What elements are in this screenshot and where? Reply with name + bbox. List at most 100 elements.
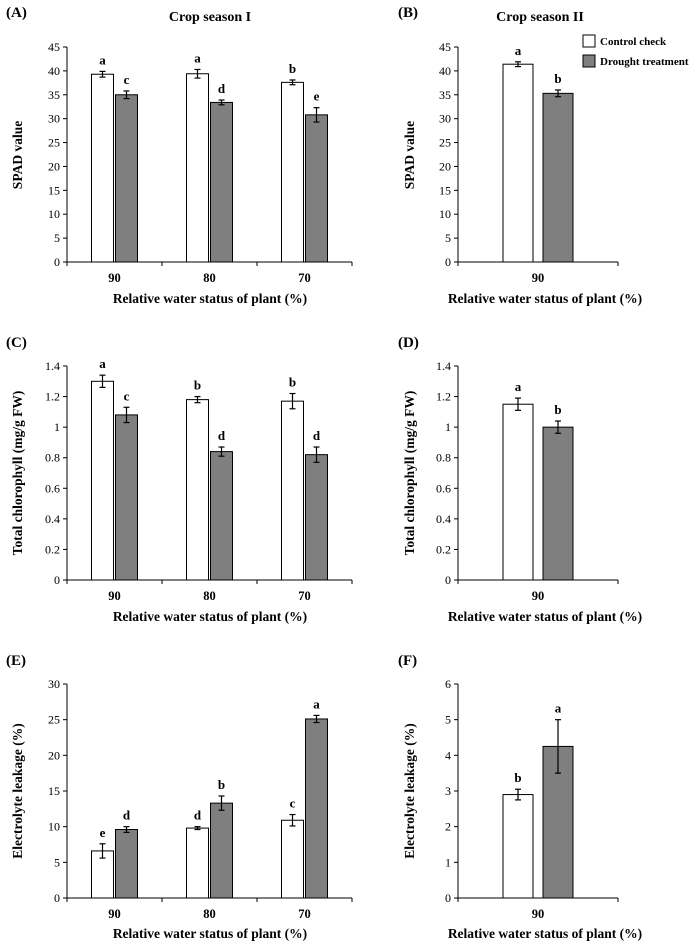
significance-letter: d xyxy=(218,81,226,96)
y-tick-label: 30 xyxy=(439,112,451,126)
x-category-label: 90 xyxy=(532,907,545,921)
x-category-label: 90 xyxy=(532,271,545,285)
legend-label-drought: Drought treatment xyxy=(600,56,689,68)
significance-letter: a xyxy=(555,701,562,716)
y-tick-label: 30 xyxy=(48,112,60,126)
y-tick-label: 35 xyxy=(48,88,60,102)
bar-control xyxy=(91,73,114,263)
panel-c: (C) 0 0.2 0.4 0.6 0.8 1 1.2 1.4 90 a c 80 b d 70 b d Relat… xyxy=(6,335,353,624)
significance-letter: d xyxy=(313,428,321,443)
y-tick-label: 1.2 xyxy=(45,390,60,404)
bar-drought xyxy=(115,94,138,263)
significance-letter: c xyxy=(290,796,296,811)
y-tick-label: 0.6 xyxy=(436,481,451,495)
significance-letter: b xyxy=(554,402,561,417)
bar-control xyxy=(186,399,209,581)
x-axis-title: Relative water status of plant (%) xyxy=(113,926,307,941)
y-tick-label: 10 xyxy=(48,207,60,221)
y-tick-label: 0 xyxy=(445,255,451,269)
x-axis-title: Relative water status of plant (%) xyxy=(448,291,642,306)
bar-drought xyxy=(305,114,328,263)
x-axis-title: Relative water status of plant (%) xyxy=(448,926,642,941)
y-tick-label: 0.4 xyxy=(45,512,60,526)
bar-control xyxy=(91,380,114,581)
bar-drought xyxy=(115,414,138,581)
x-category-label: 90 xyxy=(108,907,121,921)
significance-letter: a xyxy=(515,379,522,394)
x-category-label: 80 xyxy=(203,271,216,285)
x-category-label: 90 xyxy=(108,271,121,285)
y-tick-label: 0.2 xyxy=(436,542,451,556)
bar-control xyxy=(502,403,534,581)
bar-drought xyxy=(542,92,574,263)
bar-control xyxy=(186,73,209,263)
panel-label: (A) xyxy=(6,5,27,21)
chart-title: Crop season II xyxy=(496,10,584,25)
legend-label-control: Control check xyxy=(600,36,667,48)
y-axis-title: Electrolyte leakage (%) xyxy=(10,723,25,858)
y-tick-label: 5 xyxy=(54,231,60,245)
y-tick-label: 15 xyxy=(48,183,60,197)
bar-control xyxy=(502,794,534,899)
bar-drought xyxy=(210,802,233,899)
y-tick-label: 0 xyxy=(445,573,451,587)
significance-letter: e xyxy=(314,89,320,104)
y-axis-title: SPAD value xyxy=(402,121,417,189)
panel-a: (A) Crop season I 0 5 10 15 20 25 30 35 40 45 90 a c 80… xyxy=(6,5,353,306)
y-tick-label: 0 xyxy=(445,891,451,905)
significance-letter: b xyxy=(289,375,296,390)
y-tick-label: 5 xyxy=(54,855,60,869)
significance-letter: a xyxy=(99,356,106,371)
y-tick-label: 45 xyxy=(48,40,60,54)
bar-drought xyxy=(542,426,574,581)
significance-letter: a xyxy=(313,696,320,711)
y-tick-label: 4 xyxy=(445,748,451,762)
panel-label: (D) xyxy=(398,335,419,351)
significance-letter: b xyxy=(218,777,225,792)
legend-swatch-drought xyxy=(582,54,596,68)
y-axis-title: Total chlorophyll (mg/g FW) xyxy=(402,391,417,556)
panels: (A) Crop season I05101520253035404590ac80… xyxy=(6,5,642,941)
y-tick-label: 1 xyxy=(54,420,60,434)
significance-letter: a xyxy=(194,50,201,65)
y-tick-label: 15 xyxy=(439,183,451,197)
y-tick-label: 45 xyxy=(439,40,451,54)
y-tick-label: 10 xyxy=(48,820,60,834)
significance-letter: b xyxy=(194,378,201,393)
y-axis-title: SPAD value xyxy=(10,121,25,189)
significance-letter: b xyxy=(554,71,561,86)
x-category-label: 70 xyxy=(298,271,311,285)
significance-letter: e xyxy=(100,825,106,840)
y-tick-label: 10 xyxy=(439,207,451,221)
y-tick-label: 25 xyxy=(48,713,60,727)
y-axis-title: Total chlorophyll (mg/g FW) xyxy=(10,391,25,556)
bar-drought xyxy=(115,829,138,899)
y-tick-label: 0.2 xyxy=(45,542,60,556)
y-tick-label: 5 xyxy=(445,231,451,245)
panel-e: (E) 0 5 10 15 20 25 30 90 e d 80 d b 70 c a Relative wate… xyxy=(6,653,353,941)
panel-label: (C) xyxy=(6,335,27,351)
significance-letter: d xyxy=(123,808,131,823)
y-tick-label: 30 xyxy=(48,677,60,691)
x-category-label: 90 xyxy=(532,589,545,603)
y-tick-label: 2 xyxy=(445,820,451,834)
x-category-label: 70 xyxy=(298,589,311,603)
x-category-label: 80 xyxy=(203,589,216,603)
y-tick-label: 1.2 xyxy=(436,390,451,404)
significance-letter: c xyxy=(124,72,130,87)
y-tick-label: 1.4 xyxy=(45,359,60,373)
legend: Control check Drought treatment xyxy=(582,34,689,68)
y-tick-label: 20 xyxy=(439,159,451,173)
x-category-label: 70 xyxy=(298,907,311,921)
significance-letter: a xyxy=(515,43,522,58)
bar-drought xyxy=(305,718,328,899)
bar-control xyxy=(502,63,534,263)
y-tick-label: 1 xyxy=(445,420,451,434)
y-tick-label: 20 xyxy=(48,159,60,173)
legend-swatch-control xyxy=(582,34,596,48)
y-tick-label: 5 xyxy=(445,713,451,727)
panel-b: (B) Crop season II 0 5 10 15 20 25 30 35 40 45 90 a b R… xyxy=(398,5,642,306)
y-tick-label: 15 xyxy=(48,784,60,798)
y-tick-label: 1 xyxy=(445,855,451,869)
